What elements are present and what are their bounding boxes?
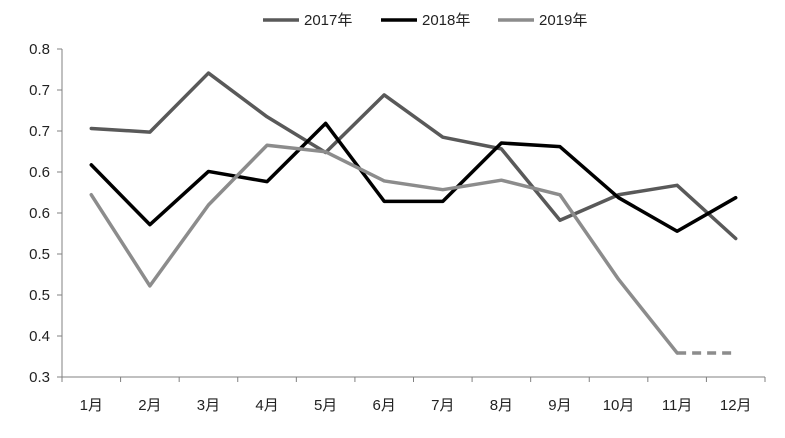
y-tick-label: 0.7 xyxy=(29,123,50,140)
x-tick-label: 3月 xyxy=(197,397,220,414)
x-tick-label: 4月 xyxy=(255,397,278,414)
legend-item: 2018年 xyxy=(381,12,470,29)
y-tick-label: 0.7 xyxy=(29,82,50,99)
x-tick-label: 11月 xyxy=(662,397,693,414)
series-1 xyxy=(91,73,736,239)
series-line xyxy=(91,73,735,238)
legend-item: 2017年 xyxy=(263,12,352,29)
x-tick-label: 8月 xyxy=(490,397,513,414)
y-tick-label: 0.5 xyxy=(29,246,50,263)
x-tick-label: 12月 xyxy=(720,397,752,414)
series-line xyxy=(91,123,735,231)
legend-label: 2018年 xyxy=(422,12,470,29)
y-tick-label: 0.5 xyxy=(29,287,50,304)
legend-item: 2019年 xyxy=(498,12,587,29)
y-tick-label: 0.3 xyxy=(29,369,50,386)
legend-label: 2019年 xyxy=(539,12,587,29)
x-tick-label: 10月 xyxy=(603,397,635,414)
x-tick-label: 7月 xyxy=(431,397,454,414)
x-tick-label: 6月 xyxy=(373,397,396,414)
series-3 xyxy=(91,145,736,353)
y-tick-label: 0.6 xyxy=(29,205,50,222)
x-axis: 1月 2月 3月 4月 5月 6月 7月 8月 9月 10月 11月 12月 xyxy=(62,377,765,414)
y-tick-label: 0.4 xyxy=(29,328,50,345)
x-tick-label: 5月 xyxy=(314,397,337,414)
x-tick-label: 9月 xyxy=(548,397,571,414)
x-tick-label: 1月 xyxy=(80,397,103,414)
series-line xyxy=(91,145,677,353)
legend-label: 2017年 xyxy=(304,12,352,29)
y-tick-label: 0.6 xyxy=(29,164,50,181)
series-2 xyxy=(91,123,736,231)
x-tick-label: 2月 xyxy=(138,397,161,414)
plot-area xyxy=(91,73,736,353)
y-axis: 0.3 0.4 0.5 0.5 0.6 0.6 0.7 0.7 0.8 xyxy=(29,41,62,386)
legend: 2017年 2018年 2019年 xyxy=(263,12,587,29)
y-tick-label: 0.8 xyxy=(29,41,50,58)
